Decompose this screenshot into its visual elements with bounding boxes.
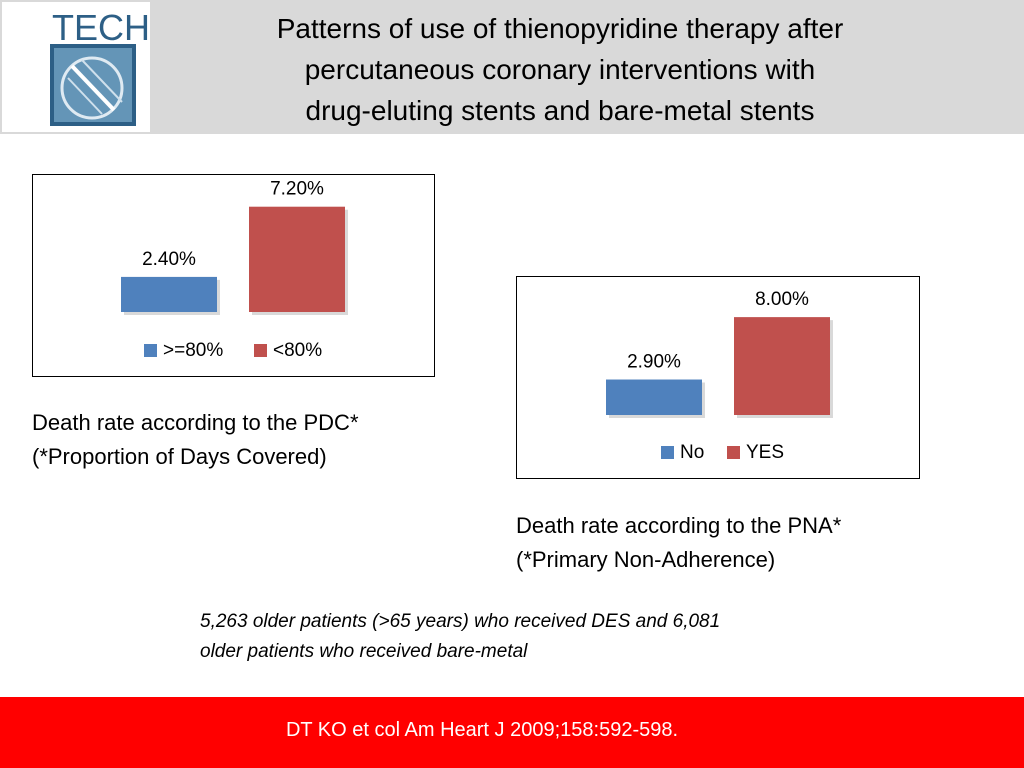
data-label: 7.20% (270, 179, 324, 200)
title-line: percutaneous coronary interventions with (304, 54, 816, 85)
caption-line: Death rate according to the PDC* (32, 410, 359, 435)
bar-<80% (249, 206, 345, 312)
citation-text: DT KO et col Am Heart J 2009;158:592-598… (285, 719, 679, 741)
bar-YES (734, 317, 830, 415)
data-label: 2.90% (627, 352, 681, 373)
pdc-chart-svg: 2.40% 7.20% >=80% <80% (121, 179, 348, 361)
bar->=80% (121, 276, 217, 312)
caption-line: Death rate according to the PNA* (516, 513, 842, 538)
slide-title: Patterns of use of thienopyridine therap… (160, 8, 960, 131)
pna-chart-svg: 2.90% 8.00% No YES (606, 289, 833, 463)
legend-swatch (727, 446, 740, 459)
title-line: Patterns of use of thienopyridine therap… (276, 13, 844, 44)
legend-label: YES (746, 442, 784, 463)
caption-line: (*Proportion of Days Covered) (32, 444, 327, 469)
legend-swatch (254, 344, 267, 357)
legend-label: >=80% (163, 340, 223, 361)
legend-label: No (680, 442, 704, 463)
caption-line: (*Primary Non-Adherence) (516, 547, 776, 572)
pna-caption: Death rate according to the PNA* (*Prima… (516, 509, 841, 577)
high-tech-logo: HIGH TECH (0, 2, 150, 132)
note-line: older patients who received bare-metal (200, 641, 528, 662)
logo-graphic: HIGH TECH (0, 7, 150, 126)
pna-bar-chart: 2.90% 8.00% No YES (516, 276, 920, 479)
pdc-caption: Death rate according to the PDC* (*Propo… (32, 406, 359, 474)
header-bar: HIGH TECH Patterns of use of thienopyrid… (0, 0, 1024, 134)
note-line: 5,263 older patients (>65 years) who rec… (200, 611, 721, 632)
logo-high-text: HIGH (2, 21, 6, 106)
footer-bar: DT KO et col Am Heart J 2009;158:592-598… (0, 697, 1024, 768)
title-line: drug-eluting stents and bare-metal stent… (305, 95, 815, 126)
patient-note: 5,263 older patients (>65 years) who rec… (200, 607, 860, 667)
pdc-bar-chart: 2.40% 7.20% >=80% <80% (32, 174, 435, 377)
legend-swatch (661, 446, 674, 459)
data-label: 8.00% (755, 289, 809, 310)
bar-No (606, 379, 702, 415)
data-label: 2.40% (142, 249, 196, 270)
legend-label: <80% (273, 340, 322, 361)
logo-tech-text: TECH (52, 7, 150, 48)
legend-swatch (144, 344, 157, 357)
